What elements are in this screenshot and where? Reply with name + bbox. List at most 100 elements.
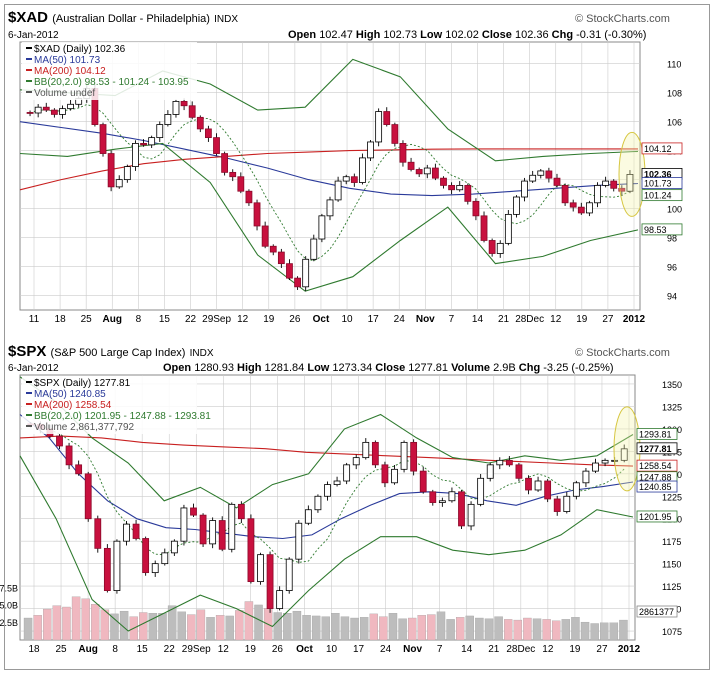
spx-volume-bar bbox=[148, 613, 158, 641]
xad-name: (Australian Dollar - Philadelphia) bbox=[52, 13, 210, 25]
xad-candle-body bbox=[367, 141, 374, 159]
spx-y-tick-label: 1350 bbox=[662, 380, 682, 390]
spx-volume-bar bbox=[52, 605, 62, 641]
spx-x-tick-label: 14 bbox=[461, 644, 473, 655]
xad-candle-body bbox=[577, 206, 585, 214]
spx-series-bb-lower bbox=[19, 455, 634, 632]
spx-volume-bar bbox=[215, 615, 225, 641]
spx-volume-bar bbox=[100, 609, 110, 641]
xad-x-tick-label: 2012 bbox=[623, 314, 646, 325]
spx-candle-body bbox=[467, 503, 475, 527]
spx-x-tick-label: 22 bbox=[164, 644, 176, 655]
xad-value-badge-text: 104.12 bbox=[644, 144, 672, 154]
spx-candle-body bbox=[352, 457, 360, 466]
xad-candle-body bbox=[342, 176, 350, 182]
spx-candle-body bbox=[285, 558, 293, 591]
xad-candle-body bbox=[132, 143, 139, 167]
xad-x-tick-label: 8 bbox=[136, 314, 142, 325]
spx-watermark: © StockCharts.com bbox=[575, 347, 670, 359]
spx-volume-bar bbox=[475, 617, 484, 641]
spx-value-badge bbox=[636, 510, 678, 523]
spx-volume-bar bbox=[321, 616, 330, 641]
xad-value-badge-text: 98.53 bbox=[644, 225, 667, 235]
spx-volume-bar bbox=[494, 616, 503, 641]
xad-candle-body bbox=[269, 245, 277, 253]
spx-candle-body bbox=[391, 468, 398, 484]
spx-candle-body bbox=[381, 464, 389, 484]
spx-volume-bar bbox=[311, 615, 321, 641]
xad-candle-body bbox=[586, 202, 593, 214]
xad-x-tick-label: 12 bbox=[237, 314, 249, 325]
xad-x-tick-label: 27 bbox=[602, 314, 614, 325]
spx-x-tick-label: 17 bbox=[353, 644, 365, 655]
xad-candle-body bbox=[618, 187, 626, 192]
xad-x-tick-label: 15 bbox=[159, 314, 171, 325]
chart-frame bbox=[4, 4, 710, 670]
xad-candle-body bbox=[521, 180, 528, 198]
xad-candle-body bbox=[245, 190, 253, 204]
spx-volume-bar bbox=[331, 613, 340, 641]
spx-x-tick-label: 19 bbox=[245, 644, 257, 655]
xad-candle-body bbox=[610, 180, 618, 189]
spx-y-tick-label: 1225 bbox=[662, 492, 682, 502]
xad-candle-body bbox=[286, 263, 293, 279]
spx-candle-body bbox=[505, 459, 513, 466]
xad-candle-body bbox=[415, 169, 423, 175]
xad-candle-body bbox=[553, 177, 561, 186]
xad-candle-body bbox=[594, 185, 601, 204]
spx-x-tick-label: 24 bbox=[380, 644, 392, 655]
xad-candle-body bbox=[440, 177, 447, 186]
xad-candle-body bbox=[423, 167, 431, 175]
spx-volume-bar bbox=[465, 615, 474, 641]
spx-candle-body bbox=[572, 482, 580, 497]
spx-volume-bar bbox=[436, 611, 446, 641]
spx-candle-body bbox=[544, 480, 552, 500]
spx-volume-bar bbox=[110, 613, 119, 641]
xad-candle-body bbox=[261, 225, 269, 247]
spx-value-badge-text: 2861377 bbox=[639, 607, 674, 617]
spx-candle-body bbox=[56, 435, 63, 447]
spx-legend-entry: MA(200) 1258.54 bbox=[34, 400, 112, 411]
xad-y-tick-label: 94 bbox=[667, 292, 677, 302]
spx-x-tick-label: 18 bbox=[28, 644, 40, 655]
spx-candle-body bbox=[419, 470, 427, 493]
xad-symbol: $XAD bbox=[8, 9, 48, 26]
spx-volume-bar bbox=[283, 613, 292, 641]
spx-candle-body bbox=[371, 441, 379, 466]
xad-candle-body bbox=[188, 105, 196, 118]
xad-x-tick-label: 28Dec bbox=[515, 314, 544, 325]
xad-x-tick-label: 14 bbox=[472, 314, 484, 325]
spx-candle-body bbox=[515, 464, 523, 479]
spx-value-badge bbox=[636, 459, 678, 472]
xad-candle-body bbox=[34, 106, 42, 114]
xad-y-tick-label: 108 bbox=[667, 89, 682, 99]
xad-candle-body bbox=[107, 153, 115, 188]
xad-x-tick-label: Aug bbox=[103, 314, 122, 325]
xad-value-badge bbox=[641, 142, 683, 155]
spx-volume-bar bbox=[273, 612, 282, 641]
xad-bb-middle-line bbox=[29, 104, 631, 262]
xad-x-tick-label: 29Sep bbox=[202, 314, 231, 325]
xad-candle-body bbox=[334, 180, 342, 201]
xad-candle-body bbox=[407, 161, 415, 170]
spx-symbol: $SPX bbox=[8, 343, 46, 360]
xad-legend-entry: Volume undef bbox=[34, 88, 95, 99]
spx-series-ma-50- bbox=[19, 414, 634, 540]
xad-x-tick-label: 7 bbox=[449, 314, 455, 325]
spx-volume-bar bbox=[244, 601, 254, 641]
spx-volume-bar bbox=[600, 622, 609, 641]
xad-value-badge bbox=[641, 223, 683, 236]
spx-volume-bar bbox=[119, 610, 129, 641]
spx-legend-entry: MA(50) 1240.85 bbox=[34, 389, 106, 400]
spx-x-tick-label: Oct bbox=[296, 644, 313, 655]
xad-candle-body bbox=[480, 215, 488, 241]
spx-volume-bar bbox=[398, 618, 407, 641]
xad-candle-body bbox=[456, 185, 464, 191]
spx-value-badge bbox=[636, 480, 678, 493]
spx-volume-bar bbox=[350, 617, 359, 641]
xad-candle-body bbox=[488, 240, 496, 254]
spx-y-tick-label: 1150 bbox=[662, 560, 681, 570]
spx-candle-body bbox=[218, 520, 226, 550]
xad-candle-body bbox=[504, 213, 512, 244]
spx-candle-body bbox=[410, 441, 418, 472]
